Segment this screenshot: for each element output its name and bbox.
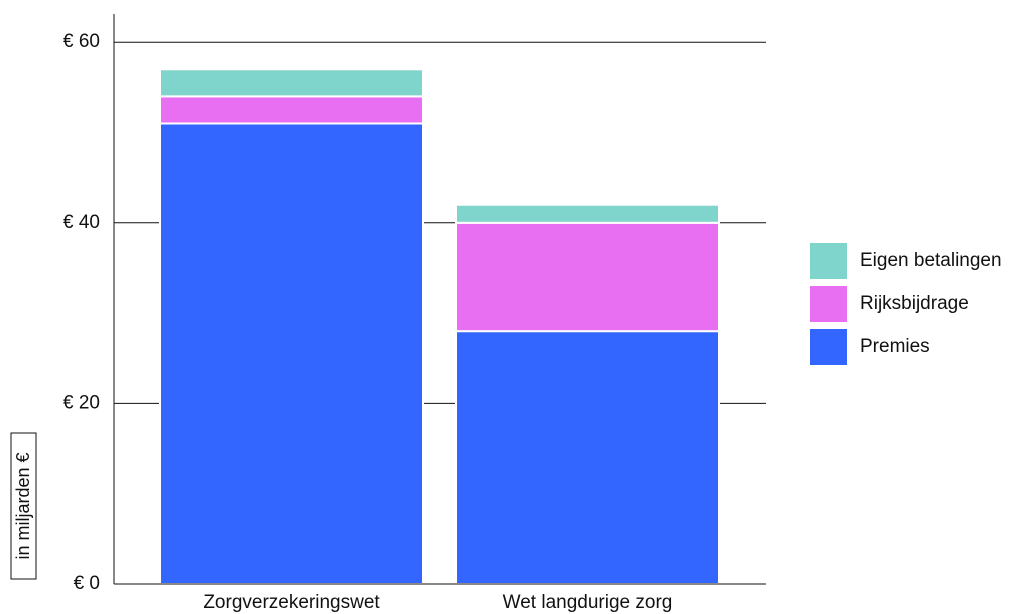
legend-label-rijksbijdrage: Rijksbijdrage [860, 293, 969, 314]
bars [159, 68, 720, 585]
x-category-label-1: Zorgverzekeringswet [203, 592, 380, 613]
y-tick-labels: € 0 € 20 € 40 € 60 [63, 31, 100, 594]
bar-segment-premies-1 [159, 122, 424, 585]
bar-segment-eigen-betalingen-1 [159, 68, 424, 98]
bar-segment-eigen-betalingen-2 [455, 203, 720, 224]
legend-label-eigen-betalingen: Eigen betalingen [860, 250, 1002, 271]
bar-segment-premies-2 [455, 330, 720, 585]
x-category-labels: Zorgverzekeringswet Wet langdurige zorg [203, 592, 672, 613]
y-tick-label-60: € 60 [63, 31, 100, 52]
axes [113, 14, 766, 585]
y-tick-label-0: € 0 [74, 573, 100, 594]
x-category-label-2: Wet langdurige zorg [503, 592, 673, 613]
legend-swatch-premies [810, 329, 847, 365]
legend-swatch-rijksbijdrage [810, 286, 847, 322]
y-tick-label-20: € 20 [63, 392, 100, 413]
legend-swatch-eigen-betalingen [810, 243, 847, 279]
y-axis-label: in miljarden € [10, 432, 37, 580]
legend-label-premies: Premies [860, 336, 930, 357]
legend: Eigen betalingen Rijksbijdrage Premies [810, 243, 1002, 365]
y-tick-label-40: € 40 [63, 212, 100, 233]
bar-segment-rijksbijdrage-2 [455, 221, 720, 333]
bar-segment-rijksbijdrage-1 [159, 95, 424, 125]
y-axis-label-text: in miljarden € [13, 452, 33, 559]
y-axis-label-box [10, 432, 37, 580]
